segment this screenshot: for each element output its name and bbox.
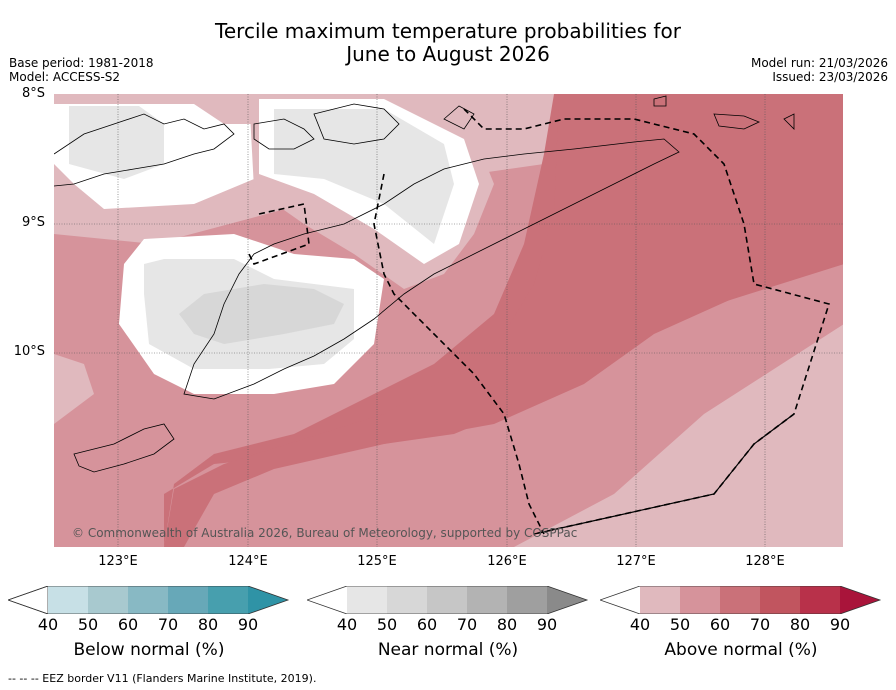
tick: 60 — [117, 615, 139, 634]
colorbar-segment — [128, 586, 168, 614]
colorbar-segment — [800, 586, 840, 614]
colorbar-segment — [347, 586, 387, 614]
lon-label-123e: 123°E — [98, 554, 138, 569]
tick: 80 — [789, 615, 811, 634]
map-credit: © Commonwealth of Australia 2026, Bureau… — [72, 526, 577, 540]
tick: 90 — [536, 615, 558, 634]
ticks-near-normal: 40 50 60 70 80 90 — [307, 615, 589, 635]
ticks-below-normal: 40 50 60 70 80 90 — [8, 615, 290, 635]
colorbar-segment — [8, 586, 49, 614]
lat-label-10s: 10°S — [13, 344, 45, 359]
colorbar-title-near: Near normal (%) — [377, 640, 519, 660]
tick: 70 — [157, 615, 179, 634]
shade-near-40-northwest — [69, 106, 164, 179]
colorbar-segment — [168, 586, 208, 614]
lon-label-126e: 126°E — [487, 554, 527, 569]
tick: 40 — [336, 615, 358, 634]
lon-label-127e: 127°E — [616, 554, 656, 569]
tick: 60 — [416, 615, 438, 634]
probability-map: © Commonwealth of Australia 2026, Bureau… — [54, 94, 843, 547]
colorbar-segment — [760, 586, 800, 614]
shade-near-50-central — [179, 284, 344, 344]
tick: 40 — [37, 615, 59, 634]
tick: 50 — [376, 615, 398, 634]
colorbar-above-normal — [600, 586, 882, 614]
lat-label-9s: 9°S — [21, 215, 45, 230]
tick: 70 — [456, 615, 478, 634]
colorbar-near-normal — [307, 586, 589, 614]
tick: 50 — [669, 615, 691, 634]
colorbar-below-normal — [8, 586, 290, 614]
map-title: Tercile maximum temperature probabilitie… — [0, 20, 896, 66]
tick: 80 — [496, 615, 518, 634]
colorbar-segment — [208, 586, 248, 614]
colorbar-segment — [840, 586, 880, 614]
colorbar-segment — [720, 586, 760, 614]
model-run-text: Model run: 21/03/2026 — [750, 56, 888, 70]
meta-right: Model run: 21/03/2026 Issued: 23/03/2026 — [751, 56, 888, 84]
tick: 70 — [749, 615, 771, 634]
lat-label-8s: 8°S — [21, 86, 45, 101]
shade-above-40-west — [54, 354, 94, 424]
colorbar-title-above: Above normal (%) — [664, 640, 818, 660]
shade-above-60-band — [164, 94, 843, 547]
title-line-2: June to August 2026 — [346, 42, 550, 66]
coastlines — [54, 95, 795, 473]
colorbar-segment — [48, 586, 88, 614]
colorbar-segment — [427, 586, 467, 614]
colorbar-segment — [547, 586, 587, 614]
base-period-text: Base period: 1981-2018 — [9, 56, 154, 70]
tick: 80 — [197, 615, 219, 634]
shade-near-40-north — [274, 109, 454, 244]
lon-label-125e: 125°E — [357, 554, 397, 569]
lon-label-128e: 128°E — [745, 554, 785, 569]
issued-text: Issued: 23/03/2026 — [772, 70, 888, 84]
colorbar-segment — [467, 586, 507, 614]
colorbar-segment — [307, 586, 347, 614]
title-line-1: Tercile maximum temperature probabilitie… — [215, 19, 681, 43]
tick: 90 — [237, 615, 259, 634]
colorbar-segment — [600, 586, 640, 614]
eez-footnote: -- -- -- EEZ border V11 (Flanders Marine… — [8, 672, 317, 685]
colorbar-segment — [248, 586, 288, 614]
tick: 60 — [709, 615, 731, 634]
graticule — [54, 94, 843, 547]
colorbar-segment — [88, 586, 128, 614]
shade-above-40-southeast — [514, 324, 843, 547]
colorbar-segment — [507, 586, 547, 614]
tick: 50 — [77, 615, 99, 634]
colorbar-title-below: Below normal (%) — [73, 640, 225, 660]
ticks-above-normal: 40 50 60 70 80 90 — [600, 615, 882, 635]
model-text: Model: ACCESS-S2 — [9, 70, 121, 84]
meta-left: Base period: 1981-2018 Model: ACCESS-S2 — [9, 56, 154, 84]
colorbar-segment — [640, 586, 680, 614]
eez-border-solid — [533, 413, 795, 535]
colorbar-segment — [387, 586, 427, 614]
lon-label-124e: 124°E — [228, 554, 268, 569]
tick: 40 — [629, 615, 651, 634]
tick: 90 — [829, 615, 851, 634]
colorbar-segment — [680, 586, 720, 614]
